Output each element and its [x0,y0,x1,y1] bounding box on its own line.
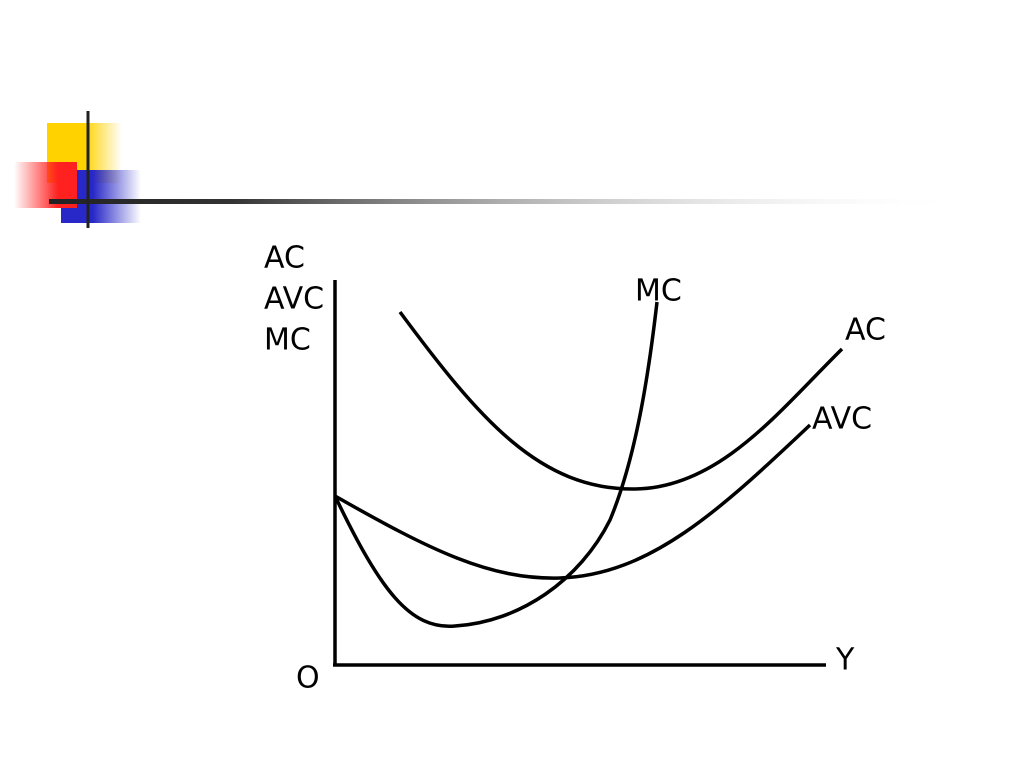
mc-curve [333,301,659,628]
y-axis-label: AVC [264,282,324,317]
header-rule [49,199,964,204]
curve-label: AC [845,313,886,348]
origin-label: O [296,661,320,696]
curve-label: MC [635,274,682,309]
avc-curve [334,423,812,580]
diagram: AC AVC MC O Y MC AC AVC [264,241,886,696]
x-axis-label: Y [835,643,855,678]
y-axis-label: MC [264,323,311,358]
decoration [14,111,964,228]
curve-label: AVC [812,402,872,437]
y-axis-label: AC [264,241,305,276]
ac-curve [398,310,844,491]
